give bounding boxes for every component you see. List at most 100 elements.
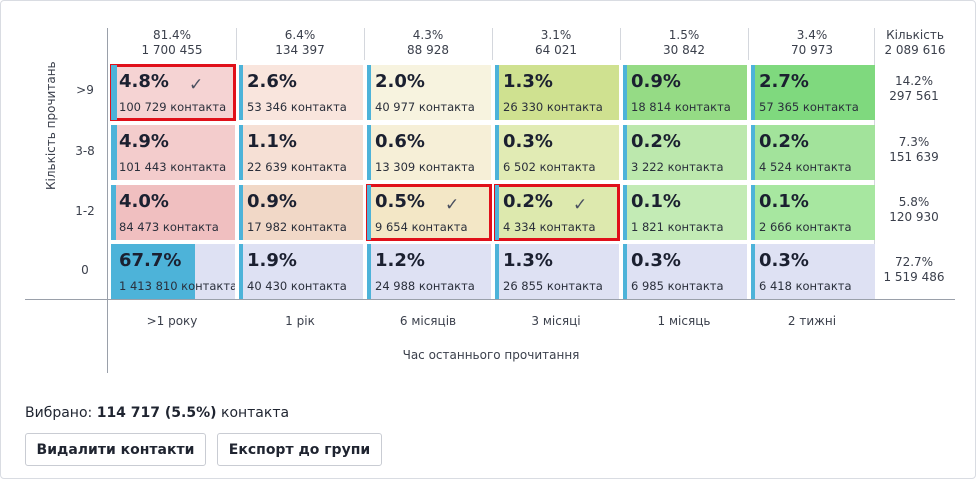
segment-cell[interactable]: 2.6% 53 346 контакта (239, 65, 363, 120)
export-to-group-button[interactable]: Експорт до групи (217, 433, 382, 466)
share-bar (623, 244, 627, 299)
cell-count: 9 654 контакта (375, 220, 468, 234)
segment-cell[interactable]: 67.7% 1 413 810 контакта (111, 244, 235, 299)
share-bar (239, 244, 243, 299)
cell-count: 101 443 контакта (119, 160, 227, 174)
x-axis-label: 2 тижні (787, 314, 837, 328)
row-label: >9 (76, 83, 94, 97)
cell-percent: 1.3% (503, 250, 553, 271)
cell-percent: 1.2% (375, 250, 425, 271)
segment-cell[interactable]: 0.1% 1 821 контакта (623, 185, 747, 240)
cell-count: 40 977 контакта (375, 100, 475, 114)
row-label: 1-2 (75, 204, 95, 218)
check-icon: ✓ (445, 195, 460, 215)
segment-cell[interactable]: 4.0% 84 473 контакта (111, 185, 235, 240)
segment-cell[interactable]: 1.3% 26 330 контакта (495, 65, 619, 120)
share-bar (495, 125, 499, 180)
total-column-header: Кількість 2 089 616 (884, 28, 946, 57)
row-total: 14.2% 297 561 (889, 74, 939, 103)
segment-cell[interactable]: 0.6% 13 309 контакта (367, 125, 491, 180)
segment-cell[interactable]: 2.0% 40 977 контакта (367, 65, 491, 120)
segment-cell[interactable]: 0.2% 4 334 контакта ✓ (494, 184, 620, 241)
cell-percent: 2.6% (247, 71, 297, 92)
segment-cell[interactable]: 0.2% 4 524 контакта (751, 125, 875, 180)
segment-cell[interactable]: 0.3% 6 985 контакта (623, 244, 747, 299)
cell-percent: 0.2% (503, 191, 553, 212)
share-bar (751, 244, 755, 299)
segment-cell[interactable]: 0.3% 6 502 контакта (495, 125, 619, 180)
selection-summary: Вибрано: 114 717 (5.5%) контакта (25, 405, 289, 421)
column-header: 3.4% 70 973 (791, 28, 833, 57)
cell-count: 26 855 контакта (503, 279, 603, 293)
share-bar (751, 185, 755, 240)
cell-percent: 0.2% (631, 131, 681, 152)
cell-percent: 0.6% (375, 131, 425, 152)
segment-cell[interactable]: 4.9% 101 443 контакта (111, 125, 235, 180)
cell-percent: 4.0% (119, 191, 169, 212)
header-divider (236, 28, 237, 60)
column-header: 81.4% 1 700 455 (141, 28, 203, 57)
segment-cell[interactable]: 1.9% 40 430 контакта (239, 244, 363, 299)
cell-count: 18 814 контакта (631, 100, 731, 114)
cell-percent: 0.3% (759, 250, 809, 271)
share-bar (111, 125, 117, 180)
share-bar (111, 244, 195, 299)
delete-contacts-button[interactable]: Видалити контакти (25, 433, 206, 466)
y-axis-line (107, 28, 108, 373)
column-header: 3.1% 64 021 (535, 28, 577, 57)
cell-percent: 0.9% (247, 191, 297, 212)
segment-cell[interactable]: 1.1% 22 639 контакта (239, 125, 363, 180)
segment-cell[interactable]: 0.3% 6 418 контакта (751, 244, 875, 299)
x-axis-label: 1 рік (285, 314, 315, 328)
header-divider (364, 28, 365, 60)
column-header: 6.4% 134 397 (275, 28, 325, 57)
share-bar (623, 65, 627, 120)
cell-count: 6 418 контакта (759, 279, 852, 293)
share-bar (367, 125, 371, 180)
cell-count: 24 988 контакта (375, 279, 475, 293)
share-bar (239, 185, 243, 240)
share-bar (367, 65, 371, 120)
share-bar (751, 125, 755, 180)
cell-count: 84 473 контакта (119, 220, 219, 234)
cell-count: 2 666 контакта (759, 220, 852, 234)
segment-cell[interactable]: 1.3% 26 855 контакта (495, 244, 619, 299)
cell-count: 3 222 контакта (631, 160, 724, 174)
cell-percent: 2.0% (375, 71, 425, 92)
share-bar (495, 244, 499, 299)
segment-cell[interactable]: 2.7% 57 365 контакта (751, 65, 875, 120)
row-label: 0 (81, 263, 89, 277)
segment-cell[interactable]: 0.1% 2 666 контакта (751, 185, 875, 240)
check-icon: ✓ (573, 195, 588, 215)
share-bar (495, 65, 499, 120)
x-axis-line (25, 299, 955, 300)
cell-percent: 2.7% (759, 71, 809, 92)
segment-cell[interactable]: 0.9% 17 982 контакта (239, 185, 363, 240)
cell-count: 17 982 контакта (247, 220, 347, 234)
cell-count: 26 330 контакта (503, 100, 603, 114)
cell-count: 1 821 контакта (631, 220, 724, 234)
cell-percent: 0.9% (631, 71, 681, 92)
segment-cell[interactable]: 4.8% 100 729 контакта ✓ (110, 64, 236, 121)
segment-cell[interactable]: 0.9% 18 814 контакта (623, 65, 747, 120)
share-bar (751, 65, 755, 120)
segment-cell[interactable]: 1.2% 24 988 контакта (367, 244, 491, 299)
column-header: 1.5% 30 842 (663, 28, 705, 57)
column-header: 4.3% 88 928 (407, 28, 449, 57)
share-bar (367, 185, 371, 240)
cell-percent: 0.3% (503, 131, 553, 152)
cell-percent: 4.8% (119, 71, 169, 92)
share-bar (111, 185, 116, 240)
segment-cell[interactable]: 0.5% 9 654 контакта ✓ (366, 184, 492, 241)
cell-percent: 1.1% (247, 131, 297, 152)
row-total: 5.8% 120 930 (889, 195, 939, 224)
cell-count: 57 365 контакта (759, 100, 859, 114)
cell-percent: 0.5% (375, 191, 425, 212)
row-label: 3-8 (75, 144, 95, 158)
cell-count: 4 524 контакта (759, 160, 852, 174)
header-divider (620, 28, 621, 60)
cell-count: 1 413 810 контакта (119, 279, 235, 293)
segment-cell[interactable]: 0.2% 3 222 контакта (623, 125, 747, 180)
header-divider (492, 28, 493, 60)
